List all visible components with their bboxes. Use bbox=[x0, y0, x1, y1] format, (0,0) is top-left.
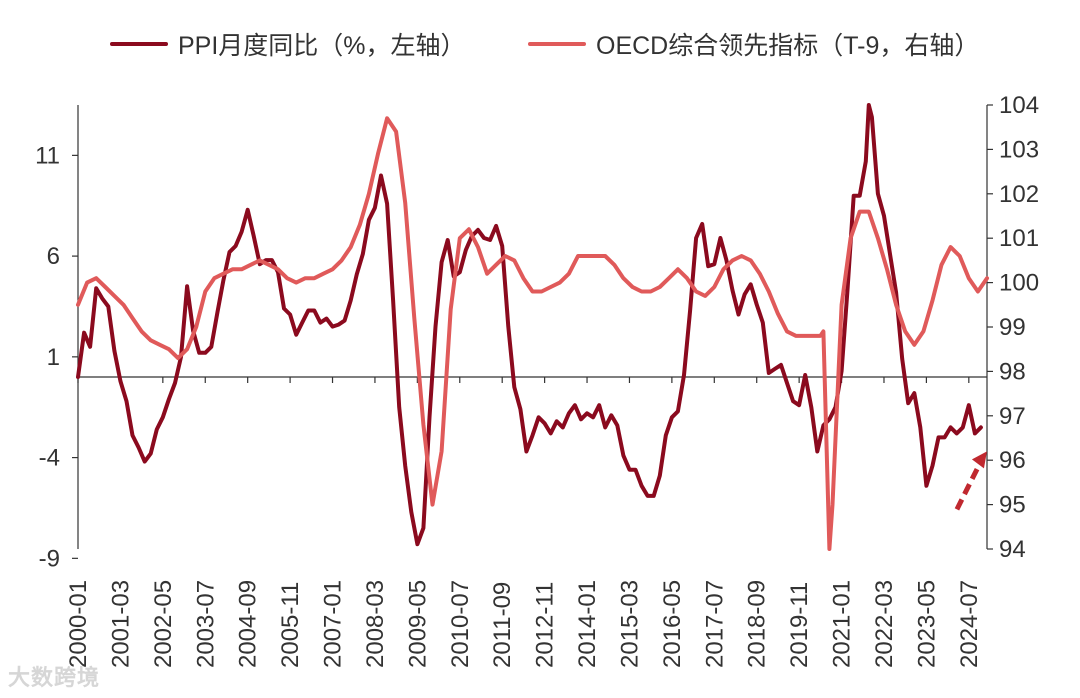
right-tick-label: 96 bbox=[999, 447, 1026, 474]
left-tick-label: -4 bbox=[39, 445, 60, 472]
right-tick-label: 95 bbox=[999, 492, 1026, 519]
x-tick-label: 2007-01 bbox=[320, 580, 347, 668]
x-tick-label: 2022-03 bbox=[871, 580, 898, 668]
x-tick-label: 2000-01 bbox=[65, 580, 92, 668]
x-tick-label: 2023-05 bbox=[913, 580, 940, 668]
right-tick-label: 94 bbox=[999, 536, 1026, 563]
x-tick-label: 2011-09 bbox=[489, 582, 516, 668]
legend-label-oecd: OECD综合领先指标（T-9，右轴） bbox=[596, 32, 980, 60]
series-line-ppi bbox=[76, 103, 983, 547]
x-tick-label: 2019-11 bbox=[786, 582, 813, 668]
annotation-layer bbox=[954, 451, 987, 511]
x-tick-label: 2016-05 bbox=[659, 580, 686, 668]
right-tick-label: 98 bbox=[999, 358, 1026, 385]
x-tick-label: 2012-11 bbox=[532, 582, 559, 668]
x-tick-label: 2002-05 bbox=[150, 580, 177, 668]
legend-label-ppi: PPI月度同比（%，左轴） bbox=[178, 32, 466, 60]
left-tick-label: -9 bbox=[39, 545, 60, 572]
watermark: 大数跨境 bbox=[8, 665, 101, 690]
legend-swatch-oecd bbox=[528, 42, 586, 46]
x-tick-label: 2014-01 bbox=[574, 580, 601, 668]
x-tick-label: 2004-09 bbox=[235, 580, 262, 668]
x-tick-label: 2009-05 bbox=[404, 580, 431, 668]
x-tick-label: 2010-07 bbox=[447, 580, 474, 668]
x-tick-label: 2021-01 bbox=[829, 580, 856, 668]
legend-swatch-ppi bbox=[110, 42, 168, 46]
right-tick-label: 103 bbox=[999, 136, 1039, 163]
legend-item-ppi: PPI月度同比（%，左轴） bbox=[110, 26, 466, 62]
x-tick-label: 2015-03 bbox=[616, 580, 643, 668]
series-line-oecd bbox=[76, 116, 989, 551]
right-tick-label: 101 bbox=[999, 225, 1039, 252]
left-tick-label: 11 bbox=[35, 142, 60, 169]
x-tick-label: 2024-07 bbox=[956, 580, 983, 668]
legend: PPI月度同比（%，左轴） OECD综合领先指标（T-9，右轴） bbox=[0, 26, 1080, 66]
right-tick-label: 104 bbox=[999, 92, 1039, 119]
right-tick-label: 102 bbox=[999, 181, 1039, 208]
annotation-arrow-head bbox=[971, 451, 987, 469]
legend-item-oecd: OECD综合领先指标（T-9，右轴） bbox=[528, 26, 979, 62]
right-tick-label: 97 bbox=[999, 403, 1026, 430]
x-tick-label: 2018-09 bbox=[744, 580, 771, 668]
axes: 11 6 1 -4 -9 104 103 102 101 100 99 98 97 96 95 94 2000-… bbox=[35, 92, 1039, 668]
x-tick-label: 2017-07 bbox=[701, 580, 728, 668]
annotation-arrow-shaft bbox=[954, 460, 984, 511]
series-layer bbox=[76, 103, 989, 551]
left-tick-label: 1 bbox=[47, 344, 60, 371]
x-tick-label: 2001-03 bbox=[107, 580, 134, 668]
right-tick-label: 100 bbox=[999, 270, 1039, 297]
left-tick-label: 6 bbox=[47, 243, 60, 270]
x-tick-label: 2008-03 bbox=[362, 580, 389, 668]
right-tick-label: 99 bbox=[999, 314, 1026, 341]
x-tick-label: 2005-11 bbox=[277, 582, 304, 668]
x-tick-label: 2003-07 bbox=[192, 580, 219, 668]
